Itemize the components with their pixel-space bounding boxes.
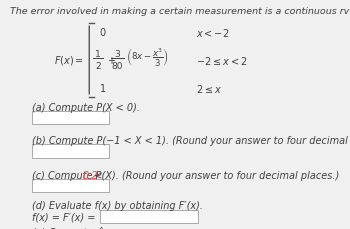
Text: < X). (Round your answer to four decimal places.): < X). (Round your answer to four decimal… xyxy=(91,170,339,180)
Text: 3: 3 xyxy=(114,49,120,58)
Text: 1: 1 xyxy=(100,83,106,93)
Text: (c) Compute P(: (c) Compute P( xyxy=(32,170,105,180)
Text: (d) Evaluate f(x) by obtaining F′(x).: (d) Evaluate f(x) by obtaining F′(x). xyxy=(32,200,203,210)
FancyBboxPatch shape xyxy=(32,179,108,192)
Text: 1: 1 xyxy=(95,49,101,58)
Text: 2: 2 xyxy=(95,62,101,71)
Text: 80: 80 xyxy=(112,62,123,71)
Text: 0.2: 0.2 xyxy=(82,170,98,180)
Text: $x < -2$: $x < -2$ xyxy=(196,27,229,39)
Text: $-2 \leq x < 2$: $-2 \leq x < 2$ xyxy=(196,55,247,67)
Text: (a) Compute P(X < 0).: (a) Compute P(X < 0). xyxy=(32,103,140,113)
Text: $F(x) =$: $F(x) =$ xyxy=(54,54,84,67)
FancyBboxPatch shape xyxy=(32,112,108,125)
FancyBboxPatch shape xyxy=(100,210,198,223)
Text: $\left(8x - \dfrac{x^3}{3}\right)$: $\left(8x - \dfrac{x^3}{3}\right)$ xyxy=(126,47,169,69)
Text: (e) Compute μ̂.: (e) Compute μ̂. xyxy=(32,226,105,229)
Text: The error involved in making a certain measurement is a continuous rv X with the: The error involved in making a certain m… xyxy=(10,7,350,16)
Text: $2 \leq x$: $2 \leq x$ xyxy=(196,82,222,94)
Text: +: + xyxy=(107,56,115,66)
Text: (b) Compute P(−1 < X < 1). (Round your answer to four decimal places.): (b) Compute P(−1 < X < 1). (Round your a… xyxy=(32,136,350,146)
Text: 0: 0 xyxy=(100,28,106,38)
Text: f(x) = F′(x) =: f(x) = F′(x) = xyxy=(32,211,95,221)
FancyBboxPatch shape xyxy=(32,145,108,158)
